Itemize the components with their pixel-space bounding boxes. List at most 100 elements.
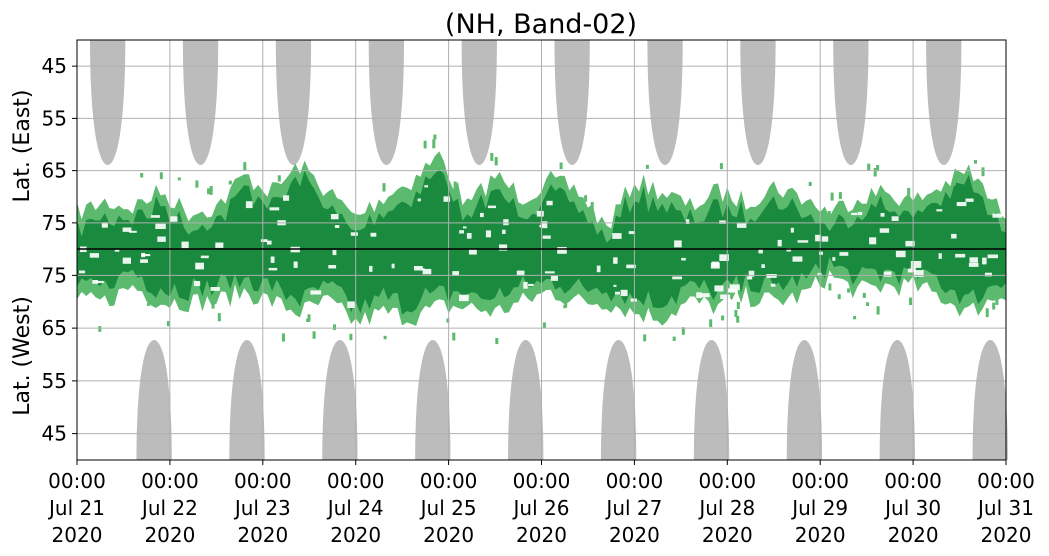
data-speck	[981, 167, 985, 177]
data-speck	[736, 301, 740, 310]
data-gap	[672, 276, 682, 280]
x-tick-label-time: 00:00	[327, 469, 385, 493]
data-speck	[494, 157, 498, 166]
data-speck	[866, 302, 869, 306]
data-gap	[710, 262, 720, 269]
data-speck	[838, 192, 842, 199]
data-gap	[761, 264, 765, 268]
data-gap	[965, 198, 974, 202]
data-gap	[992, 213, 1002, 218]
data-speck	[433, 134, 437, 140]
data-gap	[819, 251, 823, 255]
data-gap	[503, 219, 509, 226]
data-gap	[686, 219, 690, 224]
data-speck	[853, 315, 857, 320]
data-gap	[620, 289, 628, 297]
y-axis-label-west: Lat. (West)	[10, 296, 35, 416]
data-speck	[736, 315, 740, 323]
east-gray-region	[554, 40, 590, 165]
data-gap	[910, 261, 922, 268]
data-gap	[114, 249, 120, 252]
data-gap	[681, 257, 686, 261]
data-gap	[546, 200, 553, 206]
data-gap	[879, 228, 890, 233]
data-gap	[969, 257, 978, 263]
data-gap	[334, 225, 340, 228]
data-speck	[590, 202, 594, 211]
x-tick-label-year: 2020	[52, 523, 103, 547]
data-gap	[89, 253, 99, 258]
x-tick-label-year: 2020	[144, 523, 195, 547]
west-gray-region	[229, 340, 265, 460]
data-gap	[459, 294, 469, 302]
x-tick-label-date: Jul 28	[697, 496, 755, 520]
data-speck	[195, 180, 199, 188]
data-gap	[895, 250, 906, 258]
data-speck	[956, 307, 960, 311]
data-gap	[310, 290, 322, 295]
x-tick-label-time: 00:00	[698, 469, 756, 493]
data-gap	[557, 247, 567, 254]
x-tick-label-date: Jul 25	[419, 496, 477, 520]
data-gap	[485, 230, 491, 238]
x-tick-label-year: 2020	[237, 523, 288, 547]
data-gap	[260, 239, 268, 242]
data-speck	[98, 326, 102, 332]
east-gray-region	[368, 40, 405, 165]
data-gap	[502, 229, 506, 234]
data-gap	[758, 249, 763, 254]
data-gap	[905, 240, 915, 247]
x-tick-label-year: 2020	[888, 523, 939, 547]
data-gap	[215, 242, 224, 248]
data-speck	[453, 181, 457, 190]
data-gap	[266, 240, 272, 245]
x-tick-label-year: 2020	[423, 523, 474, 547]
data-gap	[880, 213, 885, 217]
west-gray-region	[972, 340, 1008, 460]
data-gap	[955, 253, 966, 258]
y-tick-label-west: 55	[42, 369, 67, 393]
data-gap	[851, 212, 858, 216]
x-tick-label-date: Jul 24	[326, 496, 384, 520]
data-gap	[544, 271, 555, 274]
data-speck	[584, 195, 588, 202]
data-gap	[466, 233, 472, 239]
x-tick-label-date: Jul 30	[883, 496, 941, 520]
data-gap	[951, 233, 957, 239]
data-gap	[413, 266, 423, 269]
data-gap	[613, 257, 618, 264]
data-gap	[122, 227, 132, 232]
x-tick-label-time: 00:00	[977, 469, 1035, 493]
data-gap	[719, 254, 729, 261]
data-speck	[643, 334, 647, 342]
data-gap	[748, 270, 755, 277]
data-speck	[995, 298, 999, 305]
data-gap	[422, 268, 432, 275]
data-gap	[790, 227, 794, 233]
data-gap	[821, 236, 829, 242]
data-gap	[417, 198, 421, 202]
west-gray-region	[322, 340, 358, 460]
data-gap	[330, 214, 339, 220]
data-speck	[564, 300, 568, 308]
data-speck	[490, 153, 494, 161]
data-gap	[987, 254, 998, 259]
data-gap	[696, 292, 702, 299]
east-gray-region	[926, 40, 962, 165]
data-gap	[516, 270, 525, 276]
data-speck	[862, 292, 866, 298]
data-gap	[391, 263, 395, 269]
data-gap	[550, 275, 558, 281]
x-tick-label-year: 2020	[795, 523, 846, 547]
data-gap	[194, 281, 201, 287]
data-speck	[876, 165, 880, 172]
data-gap	[181, 241, 189, 249]
x-tick-label-time: 00:00	[234, 469, 292, 493]
west-gray-region	[786, 340, 823, 460]
west-gray-region	[693, 340, 730, 460]
data-speck	[645, 164, 649, 169]
data-speck	[307, 314, 311, 322]
data-speck	[382, 183, 386, 192]
data-gap	[101, 222, 108, 228]
